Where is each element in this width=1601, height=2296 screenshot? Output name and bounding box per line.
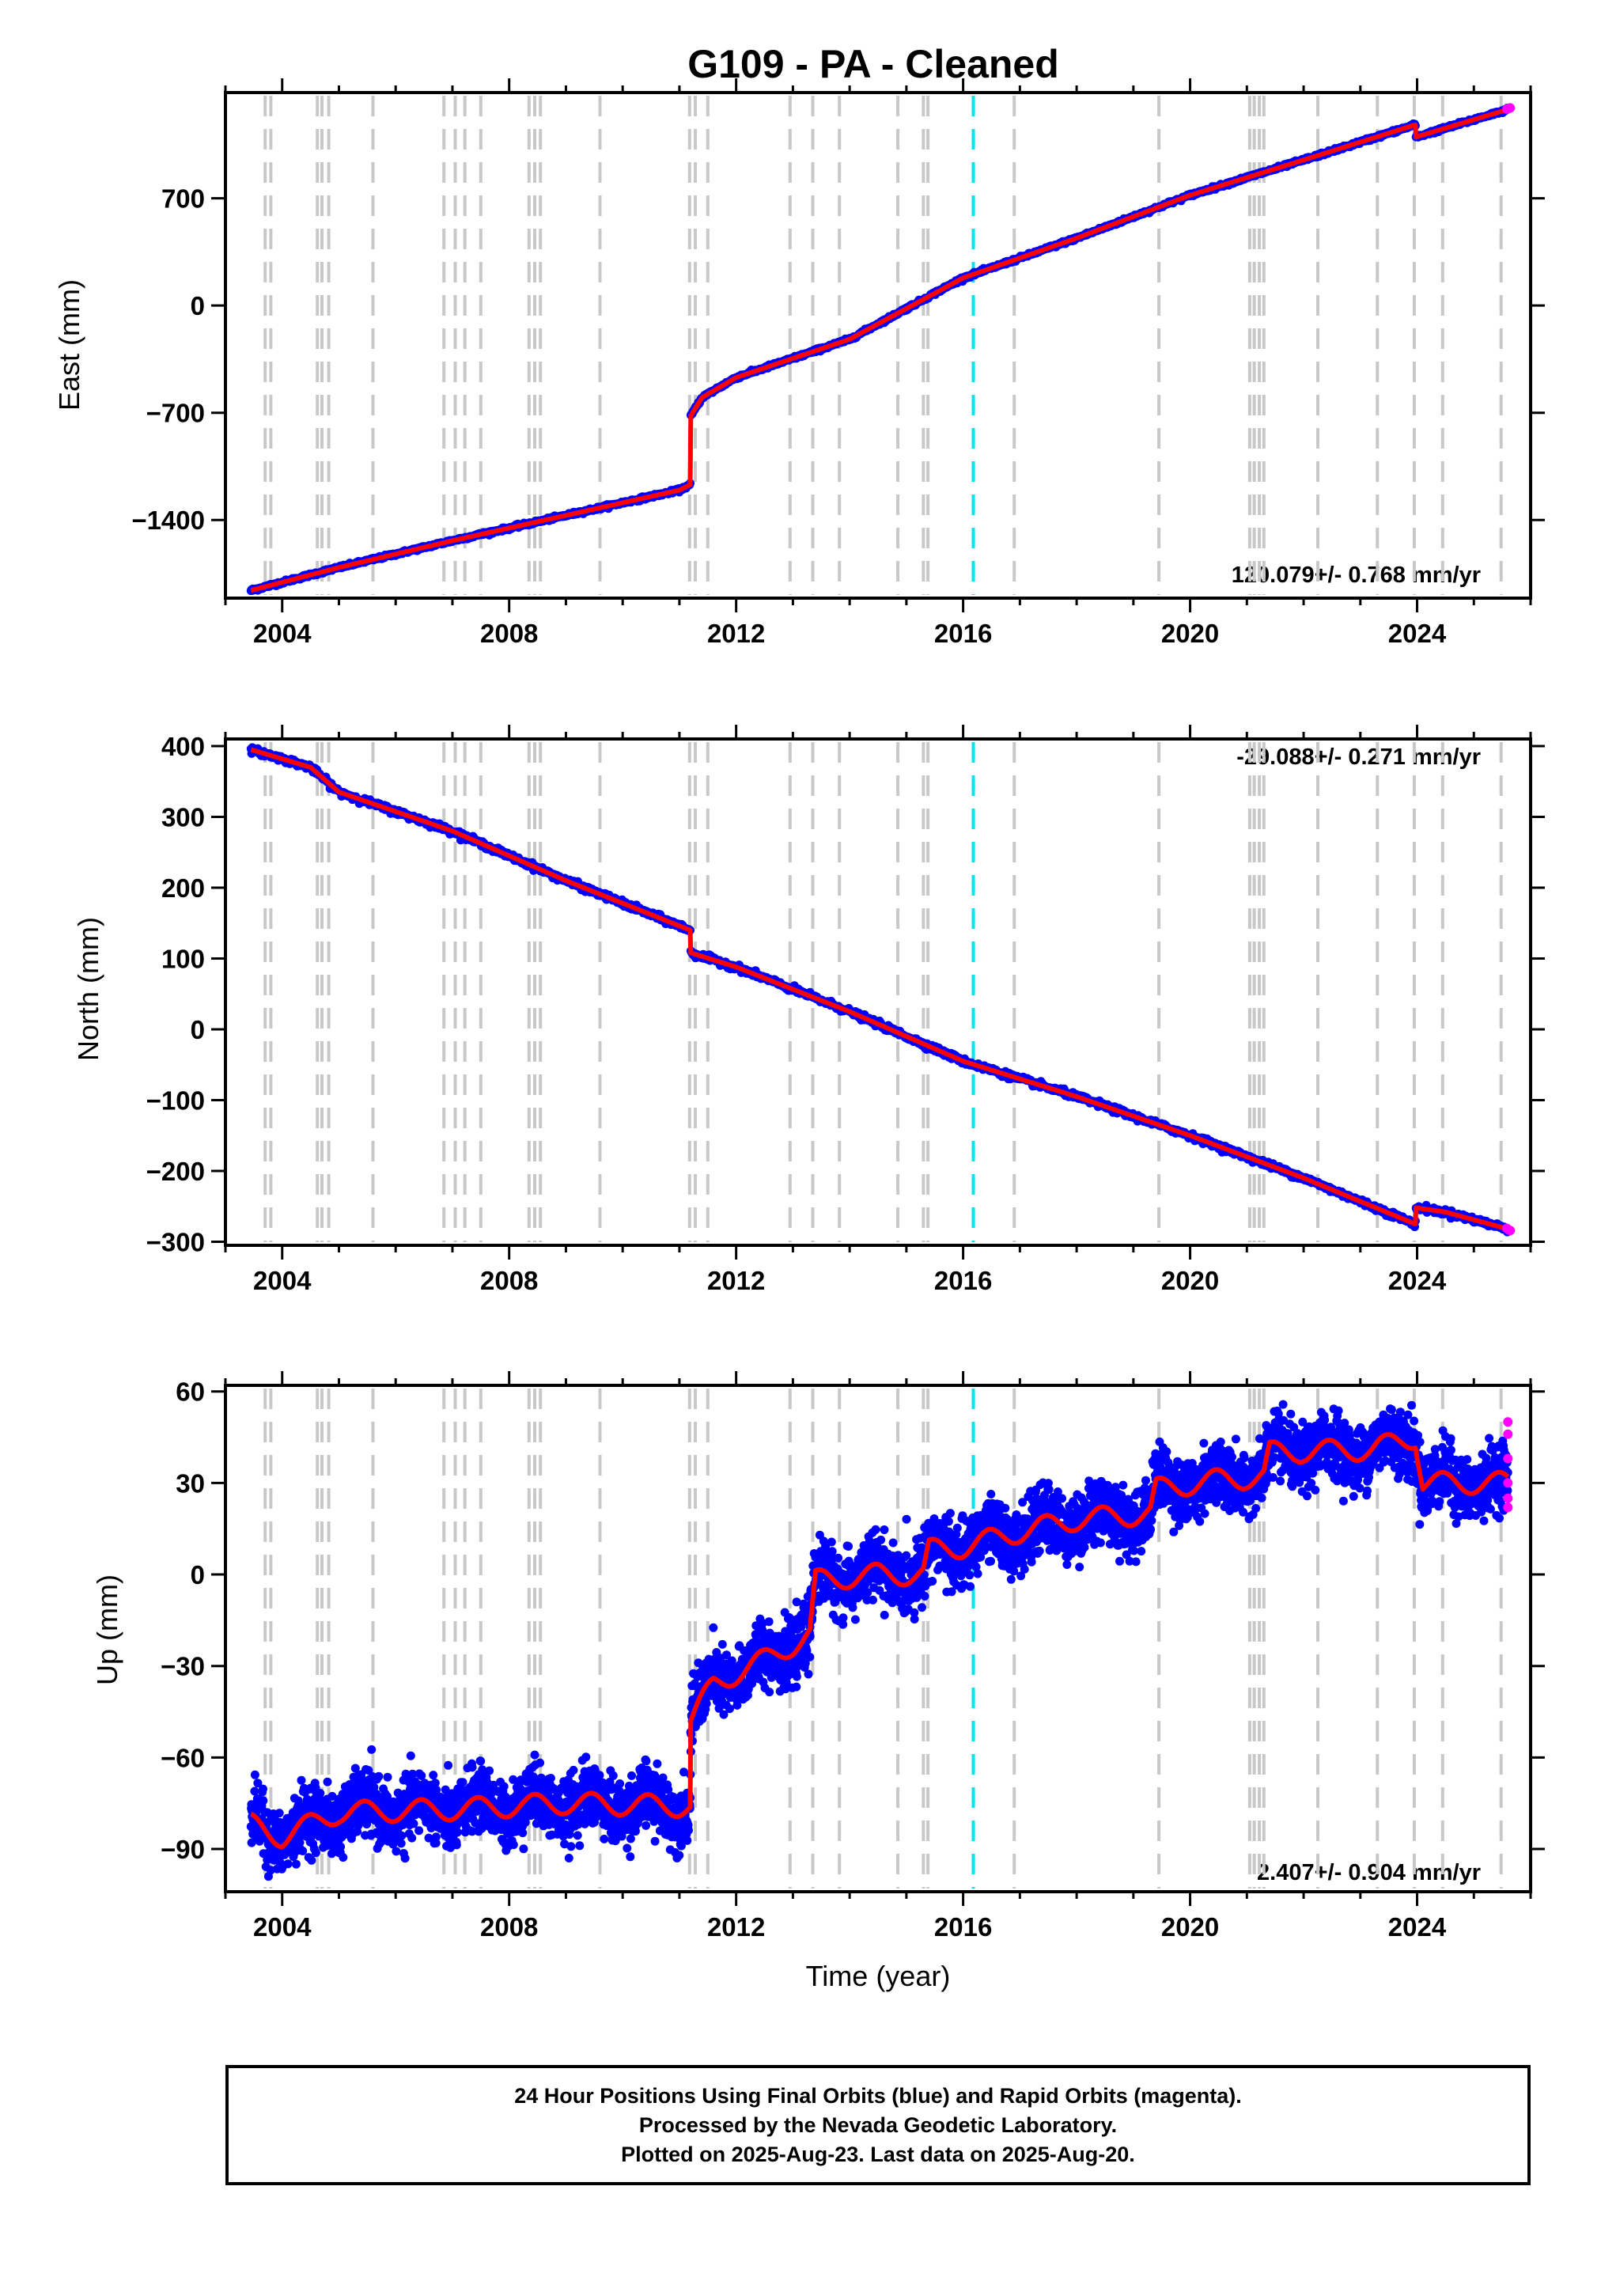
north-y-tick-label: −200 xyxy=(146,1157,205,1186)
east-y-tick-label: 0 xyxy=(191,291,205,320)
north-y-tick-label: 300 xyxy=(161,802,205,832)
up-final-orbit-point xyxy=(383,1772,392,1782)
up-final-orbit-point xyxy=(297,1775,306,1785)
up-final-orbit-point xyxy=(259,1784,267,1794)
up-final-orbit-point xyxy=(431,1832,441,1842)
up-final-orbit-point xyxy=(406,1751,415,1760)
up-final-orbit-point xyxy=(396,1839,406,1848)
east-x-tick-label: 2012 xyxy=(707,619,765,648)
north-y-tick-label: −300 xyxy=(146,1228,205,1257)
east-x-tick-label: 2008 xyxy=(480,619,538,648)
up-final-orbit-point xyxy=(414,1826,424,1836)
up-final-orbit-point xyxy=(458,1778,467,1787)
north-x-tick-label: 2016 xyxy=(934,1266,992,1295)
up-final-orbit-point xyxy=(339,1853,348,1862)
up-final-orbit-point xyxy=(259,1796,268,1805)
figure-title: G109 - PA - Cleaned xyxy=(687,42,1059,86)
up-final-orbit-point xyxy=(444,1760,453,1770)
east-rapid-orbit-point xyxy=(1505,103,1516,113)
east-x-tick-label: 2016 xyxy=(934,619,992,648)
east-panel: East (mm) 120.079+/- 0.768 mm/yr 2004 200… xyxy=(53,78,1545,648)
north-y-tick-label: 100 xyxy=(161,944,205,973)
up-final-orbit-point xyxy=(452,1840,461,1850)
up-panel: Up (mm) 2.407+/- 0.904 mm/yr 2004 2008 201… xyxy=(91,1371,1545,1942)
north-axis-label: North (mm) xyxy=(72,917,104,1061)
north-y-tick-label: 200 xyxy=(161,873,205,903)
up-final-orbit-point xyxy=(374,1771,384,1781)
up-final-orbit-point xyxy=(336,1842,346,1851)
up-final-orbit-point xyxy=(392,1847,401,1856)
east-x-tick-label: 2024 xyxy=(1388,619,1447,648)
up-final-orbit-point xyxy=(283,1859,293,1869)
up-rate-label: 2.407+/- 0.904 mm/yr xyxy=(1257,1860,1481,1885)
north-y-tick-label: 0 xyxy=(191,1015,205,1044)
north-x-tick-label: 2024 xyxy=(1388,1266,1447,1295)
north-rapid-orbit-point xyxy=(1505,1226,1516,1236)
east-rate-label: 120.079+/- 0.768 mm/yr xyxy=(1232,563,1481,588)
east-x-tick-label: 2004 xyxy=(253,619,312,648)
up-final-orbit-point xyxy=(467,1763,477,1772)
up-final-orbit-point xyxy=(400,1854,410,1863)
up-final-orbit-point xyxy=(316,1789,325,1798)
east-axis-label: East (mm) xyxy=(53,279,85,411)
north-y-tick-label: 400 xyxy=(161,732,205,761)
east-y-tick-label: −700 xyxy=(146,399,205,428)
up-final-orbit-point xyxy=(397,1831,407,1840)
north-panel: North (mm) -29.088+/- 0.271 mm/yr 2004 20… xyxy=(72,725,1545,1295)
up-final-orbit-point xyxy=(409,1819,418,1828)
up-final-orbit-point xyxy=(311,1848,320,1858)
up-final-orbit-point xyxy=(367,1745,377,1754)
up-final-orbit-point xyxy=(274,1809,284,1818)
east-y-tick-label: −1400 xyxy=(131,506,205,535)
up-final-orbit-point xyxy=(417,1771,426,1780)
up-final-orbit-point xyxy=(250,1770,259,1779)
up-final-orbit-point xyxy=(298,1847,308,1855)
up-final-orbit-point xyxy=(407,1833,417,1843)
east-plot-frame xyxy=(224,91,1532,600)
north-x-tick-label: 2012 xyxy=(707,1266,765,1295)
up-final-orbit-point xyxy=(307,1855,316,1865)
up-final-orbit-point xyxy=(452,1828,462,1837)
east-x-tick-label: 2020 xyxy=(1161,619,1219,648)
up-final-orbit-point xyxy=(291,1859,301,1869)
up-final-orbit-point xyxy=(429,1771,438,1780)
north-x-tick-label: 2008 xyxy=(480,1266,538,1295)
up-final-orbit-point xyxy=(250,1786,259,1796)
up-final-orbit-point xyxy=(476,1756,486,1766)
north-x-tick-label: 2020 xyxy=(1161,1266,1219,1295)
up-axis-label: Up (mm) xyxy=(91,1574,123,1685)
north-x-tick-label: 2004 xyxy=(253,1266,312,1295)
up-final-orbit-point xyxy=(323,1777,332,1786)
north-y-tick-label: −100 xyxy=(146,1086,205,1116)
east-y-tick-label: 700 xyxy=(161,184,205,214)
